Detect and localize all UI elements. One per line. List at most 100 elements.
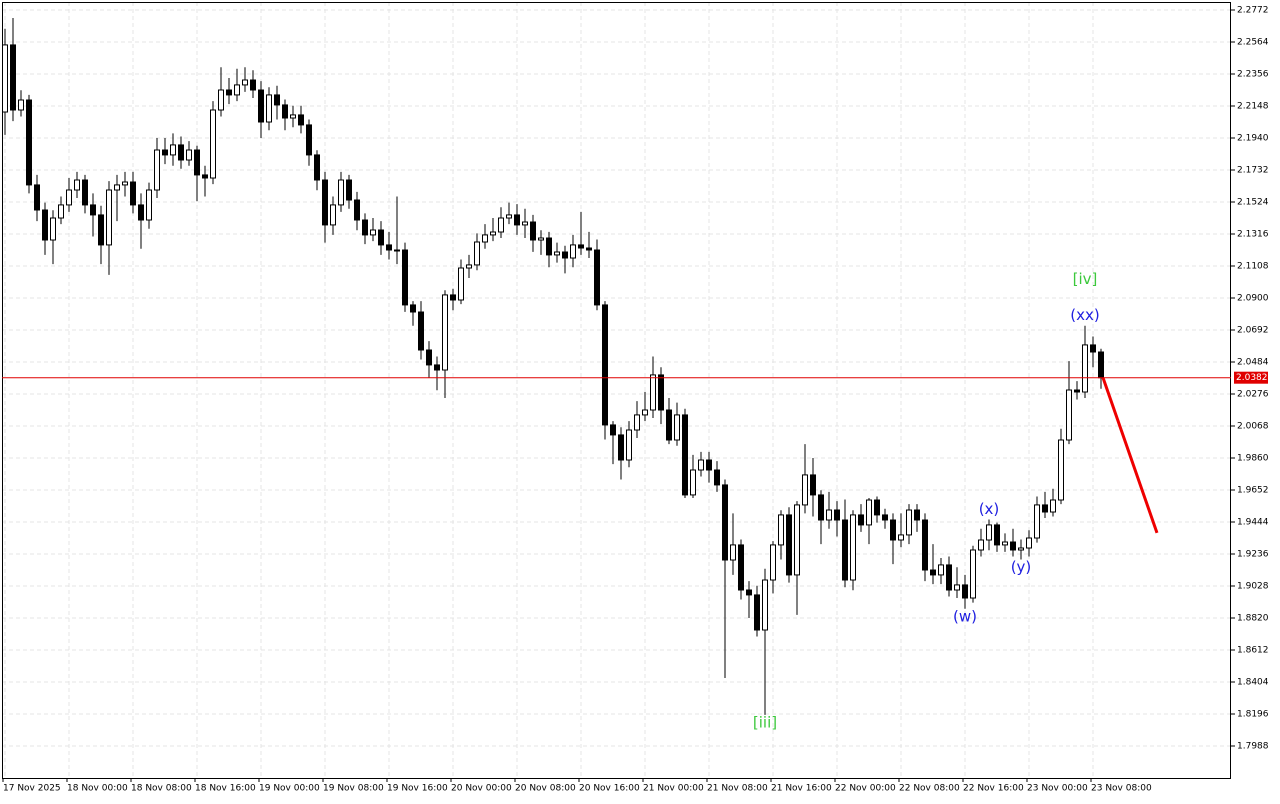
wave-label: (xx) (1070, 306, 1099, 324)
candle-body (722, 484, 728, 561)
y-tick-label: 1.9236 (1237, 550, 1269, 560)
candle-body (186, 149, 192, 161)
candle-body (570, 244, 576, 259)
x-tick-label: 20 Nov 16:00 (579, 784, 640, 794)
candle-body (890, 519, 896, 541)
candle-body (74, 179, 80, 191)
y-tick-label: 2.0900 (1237, 294, 1269, 304)
last-price-box (1234, 371, 1268, 384)
candle-body (394, 249, 400, 252)
candle-body (274, 94, 280, 106)
y-tick-label: 2.1524 (1237, 198, 1269, 208)
candle-body (114, 184, 120, 191)
candle-body (42, 209, 48, 241)
candle-body (938, 564, 944, 576)
y-tick-label: 2.2564 (1237, 38, 1269, 48)
candle-body (594, 249, 600, 306)
last-price-label: 2.0382 (1236, 373, 1268, 383)
y-tick-label: 2.1108 (1237, 262, 1269, 272)
forecast-line (1101, 377, 1159, 534)
y-tick-label: 1.8404 (1237, 678, 1269, 688)
candle-body (858, 514, 864, 526)
x-tick-label: 20 Nov 00:00 (451, 784, 512, 794)
candle-body (554, 251, 560, 256)
candle-body (474, 241, 480, 266)
candle-body (290, 114, 296, 119)
candle-body (458, 267, 464, 301)
wave-label: (w) (953, 607, 977, 625)
y-tick-label: 1.7988 (1237, 742, 1269, 752)
candle-body (34, 184, 40, 211)
candle-body (810, 474, 816, 496)
candle-body (18, 99, 24, 111)
candle-body (410, 304, 416, 313)
y-tick-label: 2.1940 (1237, 134, 1269, 144)
x-tick-label: 22 Nov 08:00 (899, 784, 960, 794)
candle-body (994, 524, 1000, 546)
y-tick-label: 1.9028 (1237, 582, 1269, 592)
candle-body (266, 94, 272, 123)
candle-body (874, 499, 880, 516)
candle-body (498, 217, 504, 233)
y-tick-label: 2.0068 (1237, 422, 1269, 432)
y-tick-label: 1.8820 (1237, 614, 1269, 624)
candle-body (98, 214, 104, 246)
x-tick-label: 18 Nov 16:00 (195, 784, 256, 794)
candle-body (314, 154, 320, 181)
candle-body (1066, 389, 1072, 441)
candle-body (1090, 344, 1096, 353)
x-tick-label: 21 Nov 16:00 (771, 784, 832, 794)
candle-body (834, 509, 840, 521)
candle-body (82, 179, 88, 206)
candle-body (306, 124, 312, 156)
candle-body (682, 414, 688, 496)
candle-body (2, 44, 8, 113)
x-tick-label: 19 Nov 16:00 (387, 784, 448, 794)
candle-body (450, 294, 456, 301)
x-tick-label: 22 Nov 16:00 (963, 784, 1024, 794)
candle-body (162, 149, 168, 156)
y-tick-label: 1.9652 (1237, 486, 1269, 496)
candle-body (378, 229, 384, 246)
candle-body (234, 84, 240, 96)
candle-body (986, 524, 992, 541)
candle-body (610, 424, 616, 436)
candle-body (802, 474, 808, 506)
candle-body (194, 149, 200, 176)
candle-body (754, 594, 760, 631)
candle-body (1082, 344, 1088, 393)
candle-body (978, 539, 984, 551)
candle-body (442, 294, 448, 371)
candle-body (706, 459, 712, 471)
x-tick-label: 18 Nov 08:00 (131, 784, 192, 794)
candle-body (346, 179, 352, 201)
candle-body (626, 429, 632, 461)
candle-body (954, 584, 960, 591)
candle-body (170, 144, 176, 156)
candle-body (738, 544, 744, 591)
x-tick-label: 17 Nov 2025 (3, 784, 61, 794)
candle-body (298, 114, 304, 126)
candle-body (1010, 541, 1016, 551)
x-tick-label: 20 Nov 08:00 (515, 784, 576, 794)
y-tick-label: 1.9444 (1237, 518, 1269, 528)
x-tick-label: 19 Nov 08:00 (323, 784, 384, 794)
candle-body (562, 251, 568, 259)
candle-body (90, 204, 96, 216)
candle-body (426, 349, 432, 366)
candle-body (130, 181, 136, 206)
candle-body (1034, 504, 1040, 539)
candle-body (146, 189, 152, 221)
candle-body (962, 584, 968, 599)
candle-body (946, 564, 952, 591)
candle-body (770, 544, 776, 581)
y-tick-label: 2.0276 (1237, 390, 1269, 400)
candle-body (1002, 541, 1008, 546)
candle-body (370, 229, 376, 236)
candle-body (1058, 439, 1064, 501)
candle-body (482, 234, 488, 243)
y-tick-label: 1.9860 (1237, 454, 1269, 464)
candle-body (778, 514, 784, 546)
x-tick-label: 21 Nov 00:00 (643, 784, 704, 794)
